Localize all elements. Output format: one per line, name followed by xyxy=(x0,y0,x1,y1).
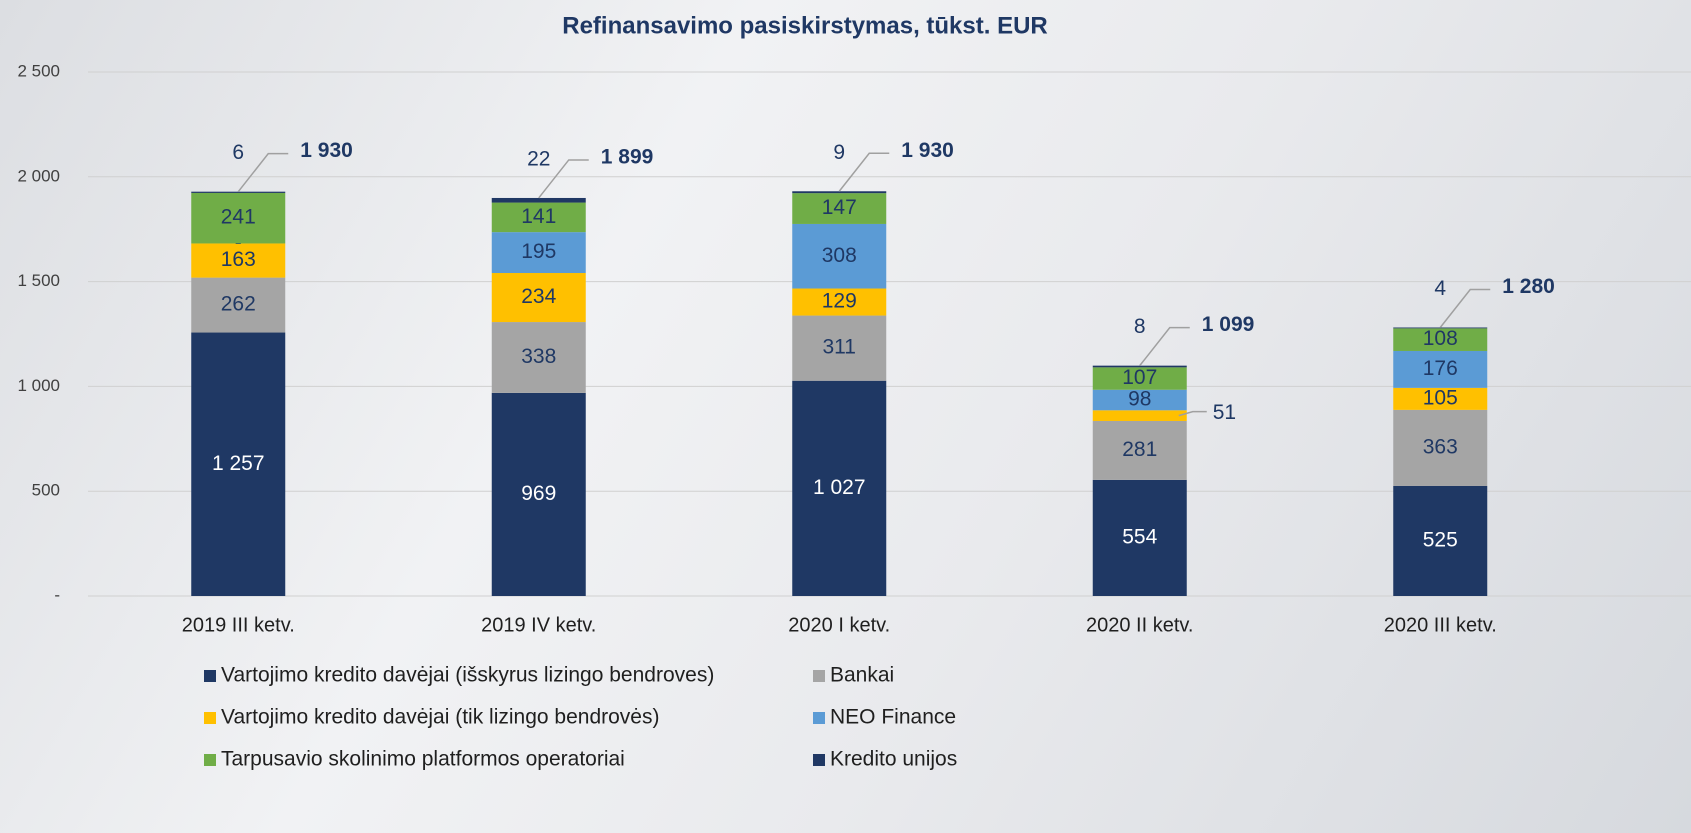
data-label: 4 xyxy=(1434,277,1446,300)
legend-swatch xyxy=(204,670,216,682)
data-label: 311 xyxy=(823,336,856,359)
bar-segment xyxy=(792,191,886,193)
data-label: 129 xyxy=(822,290,857,313)
data-label: 22 xyxy=(527,148,550,171)
legend-swatch xyxy=(204,712,216,724)
legend-label: Vartojimo kredito davėjai (tik lizingo b… xyxy=(221,706,659,729)
bar-segment xyxy=(191,192,285,193)
data-label: 1 027 xyxy=(813,476,866,499)
data-label: 108 xyxy=(1423,327,1458,350)
total-label: 1 930 xyxy=(901,139,954,162)
x-tick-label: 2020 III ketv. xyxy=(1384,614,1497,636)
chart: Refinansavimo pasiskirstymas, tūkst. EUR… xyxy=(0,0,1691,833)
total-label: 1 280 xyxy=(1502,275,1555,298)
total-label: 1 930 xyxy=(300,139,353,162)
y-tick-label: 2 500 xyxy=(17,61,60,80)
data-label: 105 xyxy=(1423,386,1458,409)
y-tick-label: 1 500 xyxy=(17,271,60,290)
data-label: 338 xyxy=(521,345,556,368)
data-label: 281 xyxy=(1122,438,1157,461)
data-label: 51 xyxy=(1213,401,1236,424)
data-label: 1 257 xyxy=(212,452,265,475)
data-label: 141 xyxy=(521,205,556,228)
data-label: 262 xyxy=(221,293,256,316)
total-label: 1 899 xyxy=(601,146,654,169)
chart-title: Refinansavimo pasiskirstymas, tūkst. EUR xyxy=(562,12,1048,39)
bar-segment xyxy=(1093,410,1187,421)
data-label: 234 xyxy=(521,285,556,308)
data-label: 6 xyxy=(232,141,244,164)
data-label: 98 xyxy=(1128,388,1151,411)
data-label: 147 xyxy=(822,196,857,219)
leader-line xyxy=(238,154,288,192)
leader-line xyxy=(839,153,889,191)
data-label: 9 xyxy=(833,141,845,164)
legend-swatch xyxy=(813,754,825,766)
legend-swatch xyxy=(204,754,216,766)
data-label: 107 xyxy=(1122,366,1157,389)
data-label: 969 xyxy=(521,482,556,505)
data-label: 195 xyxy=(521,240,556,263)
legend-label: NEO Finance xyxy=(830,706,956,729)
data-label: 554 xyxy=(1122,525,1157,548)
bar-segment xyxy=(1393,328,1487,329)
legend-swatch xyxy=(813,670,825,682)
y-tick-label: 1 000 xyxy=(17,376,60,395)
data-label: 525 xyxy=(1423,529,1458,552)
x-tick-label: 2020 II ketv. xyxy=(1086,614,1193,636)
leader-line xyxy=(1440,290,1490,328)
y-tick-label: 2 000 xyxy=(17,166,60,185)
legend-label: Vartojimo kredito davėjai (išskyrus lizi… xyxy=(221,664,714,687)
total-label: 1 099 xyxy=(1202,313,1255,336)
legend-label: Kredito unijos xyxy=(830,748,957,771)
legend-label: Tarpusavio skolinimo platformos operator… xyxy=(221,748,625,771)
data-label: 8 xyxy=(1134,315,1146,338)
legend-swatch xyxy=(813,712,825,724)
legend-label: Bankai xyxy=(830,664,894,687)
data-label: 176 xyxy=(1423,357,1458,380)
x-tick-label: 2019 IV ketv. xyxy=(481,614,596,636)
bar-segment xyxy=(492,198,586,203)
y-tick-label: - xyxy=(54,585,60,604)
leader-line xyxy=(1140,328,1190,366)
y-tick-label: 500 xyxy=(32,481,60,500)
x-tick-label: 2020 I ketv. xyxy=(788,614,890,636)
data-label: 363 xyxy=(1423,435,1458,458)
x-tick-label: 2019 III ketv. xyxy=(182,614,295,636)
data-label: 308 xyxy=(822,244,857,267)
bar-segment xyxy=(1093,366,1187,368)
data-label: 241 xyxy=(221,206,256,229)
